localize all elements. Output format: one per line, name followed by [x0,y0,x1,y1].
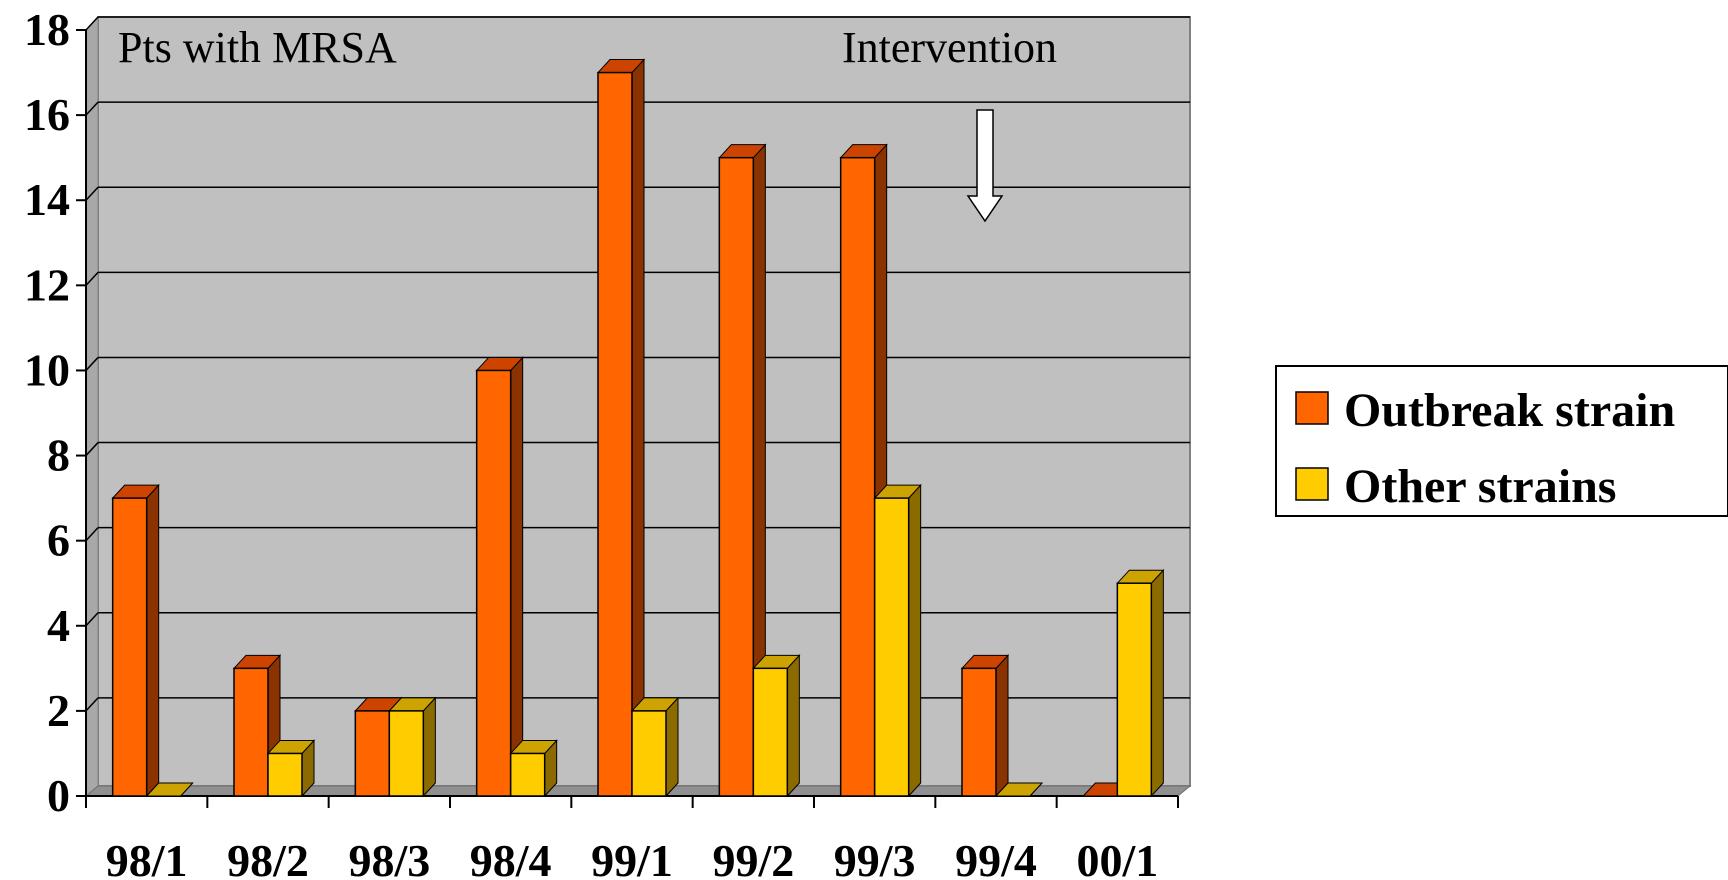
bar-other-98-3 [388,696,437,798]
y-tick-label: 4 [47,600,70,651]
y-tick-label: 6 [47,515,70,566]
bar-other-99-3 [873,483,922,798]
x-tick-label: 99/2 [712,835,794,880]
x-tick-label: 98/2 [227,835,309,880]
bar-other-98-4 [509,739,558,798]
annotation-pts-with-mrsa: Pts with MRSA [118,23,397,72]
bar-other-98-1 [145,782,194,797]
plot-side-wall [85,15,99,798]
bar-side [995,654,1009,798]
y-tick-label: 12 [24,259,70,310]
bar-other-00-1 [1116,568,1165,798]
bar-front [873,497,910,797]
y-tick-label: 2 [47,685,70,736]
y-tick-label: 8 [47,430,70,481]
legend-swatch-other [1295,467,1329,501]
gridline-side [85,527,99,542]
bar-other-98-2 [266,739,316,798]
x-tick-label: 98/1 [106,835,188,880]
x-tick-label: 99/4 [955,835,1037,880]
bar-other-99-2 [752,654,801,798]
bar-front [597,71,633,797]
x-tick-label: 99/1 [591,835,673,880]
bar-outbreak-99-1 [596,58,646,798]
gridline-side [85,271,99,286]
bar-front [752,667,789,797]
x-tick-labels: 98/1 98/2 98/3 98/4 99/1 99/2 99/3 99/4 00/1 [85,796,1179,880]
gridline-side [85,186,99,201]
legend: Outbreak strain Other strains [1275,365,1728,517]
y-tick-label: 18 [24,4,70,55]
bar-other-99-1 [630,696,680,798]
bar-front [1116,582,1153,797]
x-tick-label: 00/1 [1076,835,1158,880]
bar-front [718,156,755,797]
bar-side [786,654,800,798]
gridline-side [85,442,99,457]
gridline-side [85,697,99,712]
bar-side [510,356,524,798]
gridline-side [85,101,99,116]
legend-box [1275,365,1728,517]
legend-label-outbreak: Outbreak strain [1344,384,1675,437]
bar-side [422,696,436,798]
bar-front [354,710,391,797]
bar-front [509,752,546,797]
gridline-side [85,356,99,371]
y-tick-labels: 0 2 4 6 8 10 12 14 16 18 [24,4,86,821]
bar-front [475,369,512,797]
bars [111,58,1165,798]
bar-front [388,710,425,797]
bar-outbreak-98-4 [475,356,524,798]
bar-outbreak-99-2 [718,143,767,798]
gridline-side [85,612,99,627]
bar-outbreak-98-2 [232,654,282,798]
intervention-arrow-icon [966,109,1004,223]
y-tick-label: 16 [24,89,70,140]
bar-outbreak-99-4 [960,654,1010,798]
gridline-side [85,16,99,31]
bar-side [665,696,679,798]
bar-top [994,782,1044,797]
bar-side [146,483,160,798]
annotation-intervention: Intervention [842,23,1057,72]
bar-front [111,497,148,797]
bar-front [961,667,997,797]
bar-front [631,710,667,797]
x-tick-label: 98/4 [470,835,552,880]
bar-side [631,58,645,798]
bar-outbreak-98-1 [111,483,160,798]
bar-front [839,156,876,797]
x-tick-label: 99/3 [834,835,916,880]
bar-front [267,752,303,797]
legend-swatch-outbreak [1295,391,1329,425]
bar-side [908,483,922,798]
y-tick-label: 0 [47,770,70,821]
x-tick-label: 98/3 [348,835,430,880]
legend-label-other: Other strains [1344,460,1616,513]
bar-top [145,782,194,797]
bar-front [233,667,269,797]
y-tick-label: 14 [24,174,70,225]
bar-other-99-4 [994,782,1044,797]
bar-side [1150,568,1164,798]
y-tick-label: 10 [24,344,70,395]
